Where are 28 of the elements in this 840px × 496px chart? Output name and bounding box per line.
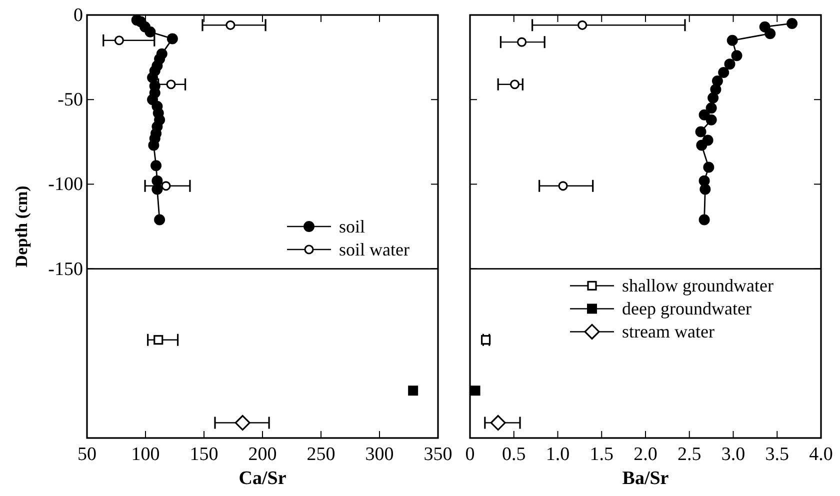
- legend-label: deep groundwater: [622, 298, 752, 319]
- x-axis-title: Ca/Sr: [238, 468, 287, 489]
- x-tick-label: 3.5: [765, 444, 789, 465]
- x-tick-label: 1.0: [546, 444, 570, 465]
- x-tick-label: 0.5: [502, 444, 526, 465]
- x-tick-label: 3.0: [721, 444, 746, 465]
- y-tick-label: 0: [74, 5, 83, 26]
- legend-label: stream water: [622, 322, 714, 342]
- y-tick-label: -150: [48, 258, 83, 280]
- x-tick-label: 0: [465, 444, 475, 465]
- x-tick-label: 150: [190, 444, 218, 465]
- legend-label: soil: [339, 216, 366, 236]
- x-tick-label: 1.5: [590, 444, 614, 465]
- x-tick-label: 2.0: [634, 444, 658, 465]
- y-axis-title: Depth (cm): [12, 186, 31, 268]
- legend-label: soil water: [339, 240, 410, 260]
- x-tick-label: 4.0: [809, 444, 833, 465]
- y-tick-label: -100: [48, 174, 83, 196]
- x-axis-title: Ba/Sr: [622, 468, 670, 489]
- x-tick-label: 200: [248, 444, 277, 465]
- legend-label: shallow groundwater: [622, 276, 774, 296]
- x-tick-label: 100: [131, 444, 160, 465]
- x-tick-label: 2.5: [678, 444, 702, 465]
- x-tick-label: 350: [424, 444, 452, 465]
- x-tick-label: 300: [365, 444, 394, 465]
- x-tick-label: 50: [78, 444, 96, 465]
- y-tick-label: -50: [58, 90, 83, 111]
- x-tick-label: 250: [306, 444, 336, 465]
